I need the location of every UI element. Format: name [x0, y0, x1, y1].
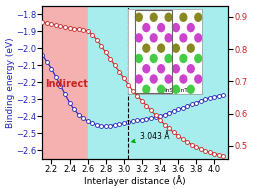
Bar — [42, 6, 88, 159]
Y-axis label: Binding energy (eV): Binding energy (eV) — [6, 37, 15, 128]
Text: 3.043 Å: 3.043 Å — [132, 132, 170, 143]
X-axis label: Interlayer distance (Å): Interlayer distance (Å) — [84, 175, 186, 186]
Text: Direct: Direct — [128, 79, 162, 89]
Bar — [88, 6, 228, 159]
Text: Indirect: Indirect — [45, 79, 88, 89]
